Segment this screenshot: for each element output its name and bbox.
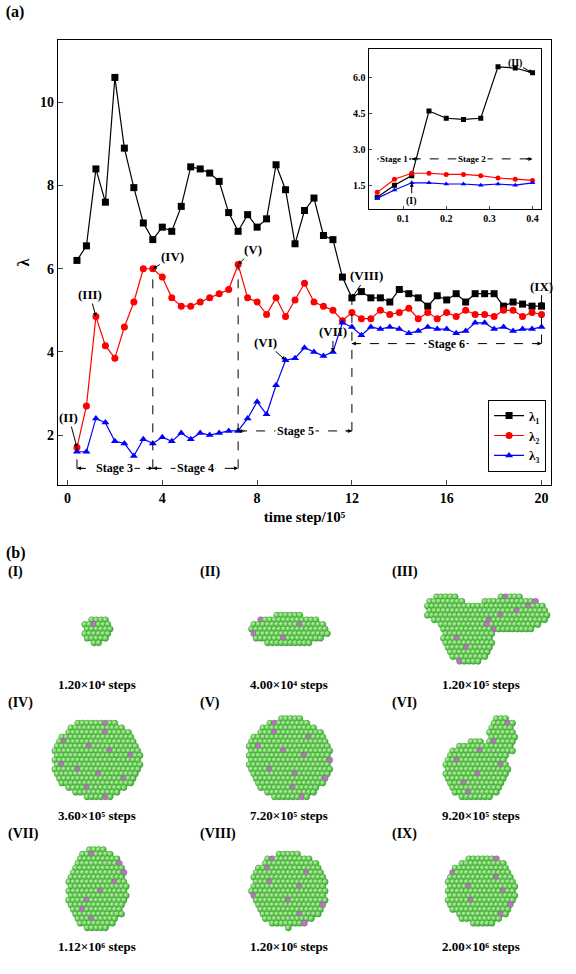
svg-text:(IX): (IX) (530, 279, 553, 294)
svg-text:10: 10 (40, 95, 54, 110)
svg-text:(VIII): (VIII) (350, 268, 383, 283)
svg-text:Stage 5: Stage 5 (277, 424, 314, 438)
svg-text:(VI): (VI) (254, 335, 277, 350)
svg-text:Stage 6: Stage 6 (428, 337, 465, 351)
svg-text:(VII): (VII) (319, 324, 347, 339)
svg-text:0.3: 0.3 (483, 213, 496, 224)
html-text:(VI): (VI) (392, 695, 417, 710)
html-text:3.60×10⁵ steps: 3.60×10⁵ steps (58, 808, 136, 823)
html-text:4.00×10⁴ steps: 4.00×10⁴ steps (250, 677, 328, 692)
html-text:(b): (b) (6, 544, 26, 561)
svg-text:λ₃: λ₃ (529, 448, 539, 463)
html-text:1.12×10⁶ steps: 1.12×10⁶ steps (58, 939, 136, 954)
html-text:(I): (I) (8, 564, 23, 579)
svg-text:λ: λ (15, 258, 32, 266)
svg-text:12: 12 (345, 491, 359, 506)
html-text:9.20×10⁵ steps: 9.20×10⁵ steps (442, 808, 520, 823)
html-text:(II): (II) (200, 564, 221, 579)
html-text:2.00×10⁶ steps: 2.00×10⁶ steps (442, 939, 520, 954)
svg-text:Stage 2: Stage 2 (458, 154, 486, 164)
svg-text:20: 20 (535, 491, 549, 506)
svg-text:6.0: 6.0 (353, 72, 366, 83)
svg-text:(III): (III) (78, 287, 102, 302)
svg-text:λ₂: λ₂ (529, 429, 539, 444)
html-text:1.20×10⁴ steps: 1.20×10⁴ steps (58, 677, 136, 692)
svg-text:(a): (a) (6, 3, 25, 21)
svg-text:0.4: 0.4 (526, 213, 539, 224)
svg-text:(II): (II) (59, 410, 78, 425)
svg-text:0.2: 0.2 (440, 213, 453, 224)
html-text:(V): (V) (200, 695, 220, 710)
html-text:1.20×10⁵ steps: 1.20×10⁵ steps (442, 677, 520, 692)
html-text:7.20×10⁵ steps: 7.20×10⁵ steps (250, 808, 328, 823)
svg-text:16: 16 (440, 491, 454, 506)
html-text:(VIII): (VIII) (200, 826, 236, 841)
svg-text:(V): (V) (244, 242, 262, 257)
html-text:(IX): (IX) (392, 826, 417, 841)
svg-text:3.0: 3.0 (353, 144, 366, 155)
svg-text:Stage 3: Stage 3 (96, 461, 133, 475)
svg-text:(I): (I) (406, 195, 417, 207)
svg-text:time step/10⁵: time step/10⁵ (264, 509, 346, 525)
svg-text:1.5: 1.5 (353, 180, 366, 191)
svg-text:(II): (II) (508, 57, 522, 69)
svg-text:(IV): (IV) (161, 249, 184, 264)
svg-text:4.5: 4.5 (353, 108, 366, 119)
svg-text:Stage 1: Stage 1 (380, 154, 408, 164)
html-text:(III): (III) (392, 564, 418, 579)
svg-text:4: 4 (159, 491, 166, 506)
svg-text:0.1: 0.1 (397, 213, 410, 224)
svg-text:8: 8 (254, 491, 261, 506)
html-text:(VII): (VII) (8, 826, 39, 841)
svg-text:8: 8 (47, 178, 54, 193)
svg-text:4: 4 (47, 345, 54, 360)
svg-text:2: 2 (47, 428, 54, 443)
svg-text:6: 6 (47, 262, 54, 277)
html-text:(IV): (IV) (8, 695, 33, 710)
svg-text:Stage 4: Stage 4 (177, 461, 214, 475)
svg-text:0: 0 (64, 491, 71, 506)
html-text:1.20×10⁶ steps: 1.20×10⁶ steps (250, 939, 328, 954)
svg-text:λ₁: λ₁ (529, 409, 539, 424)
